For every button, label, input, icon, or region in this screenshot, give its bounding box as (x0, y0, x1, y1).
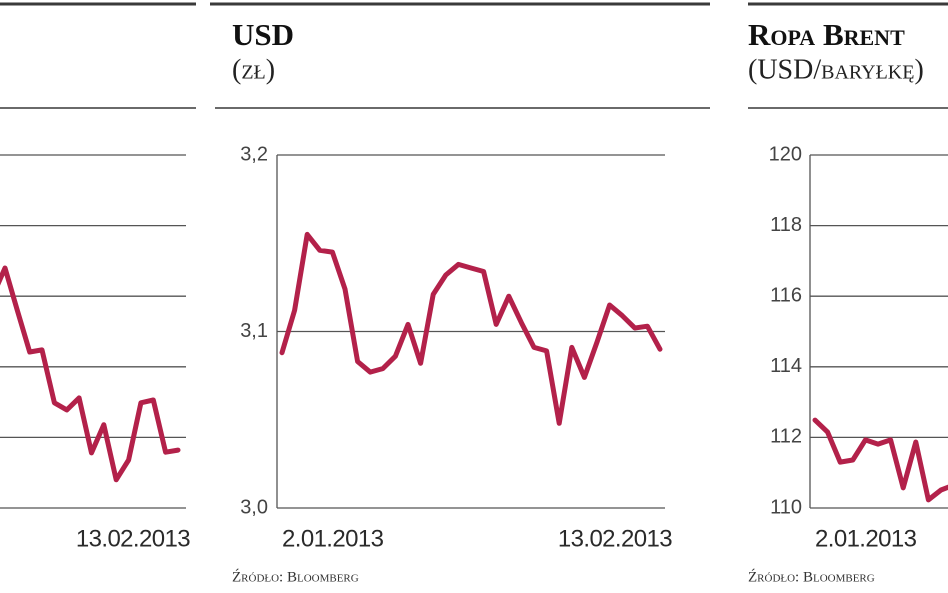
y-tick-label: 118 (770, 214, 802, 236)
chart-subtitle: (USD/baryłkę) (748, 54, 924, 85)
chart-title: USD (232, 17, 294, 52)
chart-subtitle: (zł) (232, 54, 275, 85)
source: Źródło: Bloomberg (232, 568, 359, 585)
x-tick-label: 13.02.2013 (76, 525, 190, 552)
x-tick-label: 2.01.2013 (815, 525, 917, 552)
source: Źródło: Bloomberg (748, 568, 875, 585)
y-tick-label: 114 (770, 355, 802, 377)
y-tick-label: 116 (770, 284, 802, 306)
y-tick-label: 3,2 (240, 143, 268, 165)
data-line (812, 417, 948, 503)
chart-title: Ropa Brent (748, 17, 905, 52)
data-line (0, 265, 181, 483)
x-tick-label: 13.02.2013 (558, 525, 672, 552)
y-tick-label: 3,0 (240, 496, 268, 518)
y-tick-label: 110 (770, 496, 802, 518)
y-tick-label: 3,1 (240, 320, 268, 342)
y-tick-label: 112 (770, 426, 802, 448)
y-tick-label: 120 (769, 143, 802, 165)
x-tick-label: 2.01.2013 (282, 525, 384, 552)
data-line (279, 231, 663, 426)
